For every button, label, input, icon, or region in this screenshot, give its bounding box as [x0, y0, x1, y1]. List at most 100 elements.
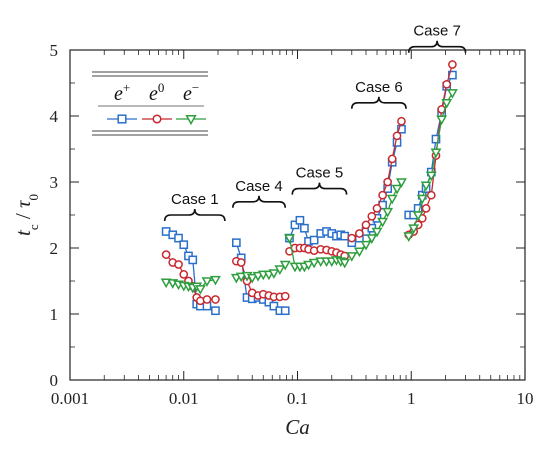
case-brace	[350, 96, 407, 109]
data-point	[300, 223, 309, 233]
y-tick-label: 4	[50, 107, 59, 126]
data-point	[355, 229, 364, 238]
data-point	[431, 134, 441, 144]
plot-frame	[69, 49, 526, 381]
data-point	[420, 181, 432, 192]
data-point	[279, 260, 291, 271]
series-circle	[161, 60, 457, 306]
y-tick-label: 0	[50, 371, 59, 390]
x-axis-title: Ca	[285, 415, 310, 439]
data-point	[202, 295, 212, 304]
data-point	[386, 194, 398, 205]
data-point	[383, 177, 392, 187]
y-tick-label: 2	[50, 239, 59, 258]
data-point	[268, 269, 280, 279]
x-tick-label: 0.001	[51, 389, 89, 408]
data-point	[179, 240, 189, 250]
data-point	[426, 190, 436, 200]
case-label: Case 4	[235, 178, 283, 195]
legend-marker	[185, 115, 197, 126]
legend-marker	[152, 114, 162, 124]
data-point	[280, 291, 290, 301]
legend-label-sup: −	[192, 80, 199, 95]
data-point	[347, 233, 357, 243]
data-point	[274, 265, 286, 275]
data-point	[201, 277, 213, 287]
data-point	[430, 148, 442, 159]
legend-label: e−	[183, 80, 199, 105]
data-point	[382, 207, 394, 218]
y-axis-title-main2: τ	[11, 199, 35, 208]
y-axis-title: tc / τ0	[11, 194, 41, 236]
data-point	[308, 258, 320, 269]
data-point	[188, 255, 198, 265]
y-axis-title-main: t	[11, 229, 35, 236]
data-point	[387, 154, 397, 164]
tick-layer: 0.001 0.01 0.1 1 10 0 1 2 3 4 5	[50, 41, 534, 408]
data-point	[174, 260, 183, 269]
data-point	[303, 260, 314, 271]
case-brace	[163, 208, 226, 222]
case-label: Case 7	[413, 23, 461, 40]
legend-label: e+	[114, 80, 130, 105]
x-tick-label: 0.1	[287, 389, 308, 408]
data-point	[436, 115, 448, 126]
y-axis-title-sub2: 0	[26, 194, 41, 201]
data-point	[284, 234, 295, 244]
data-point	[346, 252, 358, 262]
case-label: Case 6	[355, 79, 403, 96]
x-tick-label: 1	[407, 389, 416, 408]
data-point	[290, 220, 300, 230]
data-point	[421, 204, 431, 213]
legend-label-base: e	[114, 83, 123, 105]
data-point	[371, 227, 383, 238]
series-line	[408, 92, 453, 237]
data-point	[269, 301, 279, 311]
data-point	[295, 215, 305, 225]
x-tick-label: 0.01	[169, 389, 199, 408]
legend-marker	[117, 114, 127, 124]
data-point	[161, 250, 171, 259]
series-triangle-down	[160, 89, 458, 295]
y-tick-label: 5	[50, 41, 59, 60]
data-point	[309, 235, 319, 245]
data-point	[377, 217, 389, 228]
legend-label: e0	[149, 80, 164, 105]
data-point	[442, 79, 452, 89]
data-point	[231, 238, 241, 248]
case-brace	[407, 40, 467, 53]
data-point	[236, 258, 246, 267]
data-point	[412, 211, 424, 221]
case-brace	[232, 195, 287, 208]
data-point	[360, 240, 372, 251]
y-tick-label: 1	[50, 305, 59, 324]
y-axis-title-sub: c	[26, 224, 41, 230]
data-point	[210, 275, 221, 286]
series-layer	[160, 60, 458, 316]
data-point	[353, 247, 365, 258]
data-point	[174, 233, 183, 243]
case-label: Case 1	[171, 191, 219, 208]
legend-label-sup: 0	[158, 80, 165, 95]
case-brace	[291, 182, 348, 195]
data-point	[425, 171, 437, 182]
y-axis-title-sep: /	[11, 208, 35, 224]
data-point	[441, 98, 453, 109]
data-point	[397, 116, 406, 126]
legend: e+ e0 e−	[92, 71, 208, 136]
data-point	[403, 232, 415, 242]
data-point	[391, 184, 403, 195]
data-point	[392, 131, 402, 141]
data-point	[396, 178, 407, 188]
data-point	[339, 258, 351, 269]
annotation-layer: Case 1 Case 4 Case 5 Case 6 Case 7	[163, 23, 467, 222]
y-tick-label: 3	[50, 173, 59, 192]
data-point	[194, 285, 206, 295]
case-label: Case 5	[296, 165, 344, 182]
legend-label-sup: +	[123, 80, 130, 95]
data-point	[179, 270, 189, 279]
data-point	[366, 234, 378, 244]
data-point	[280, 306, 290, 316]
data-point	[378, 190, 387, 200]
